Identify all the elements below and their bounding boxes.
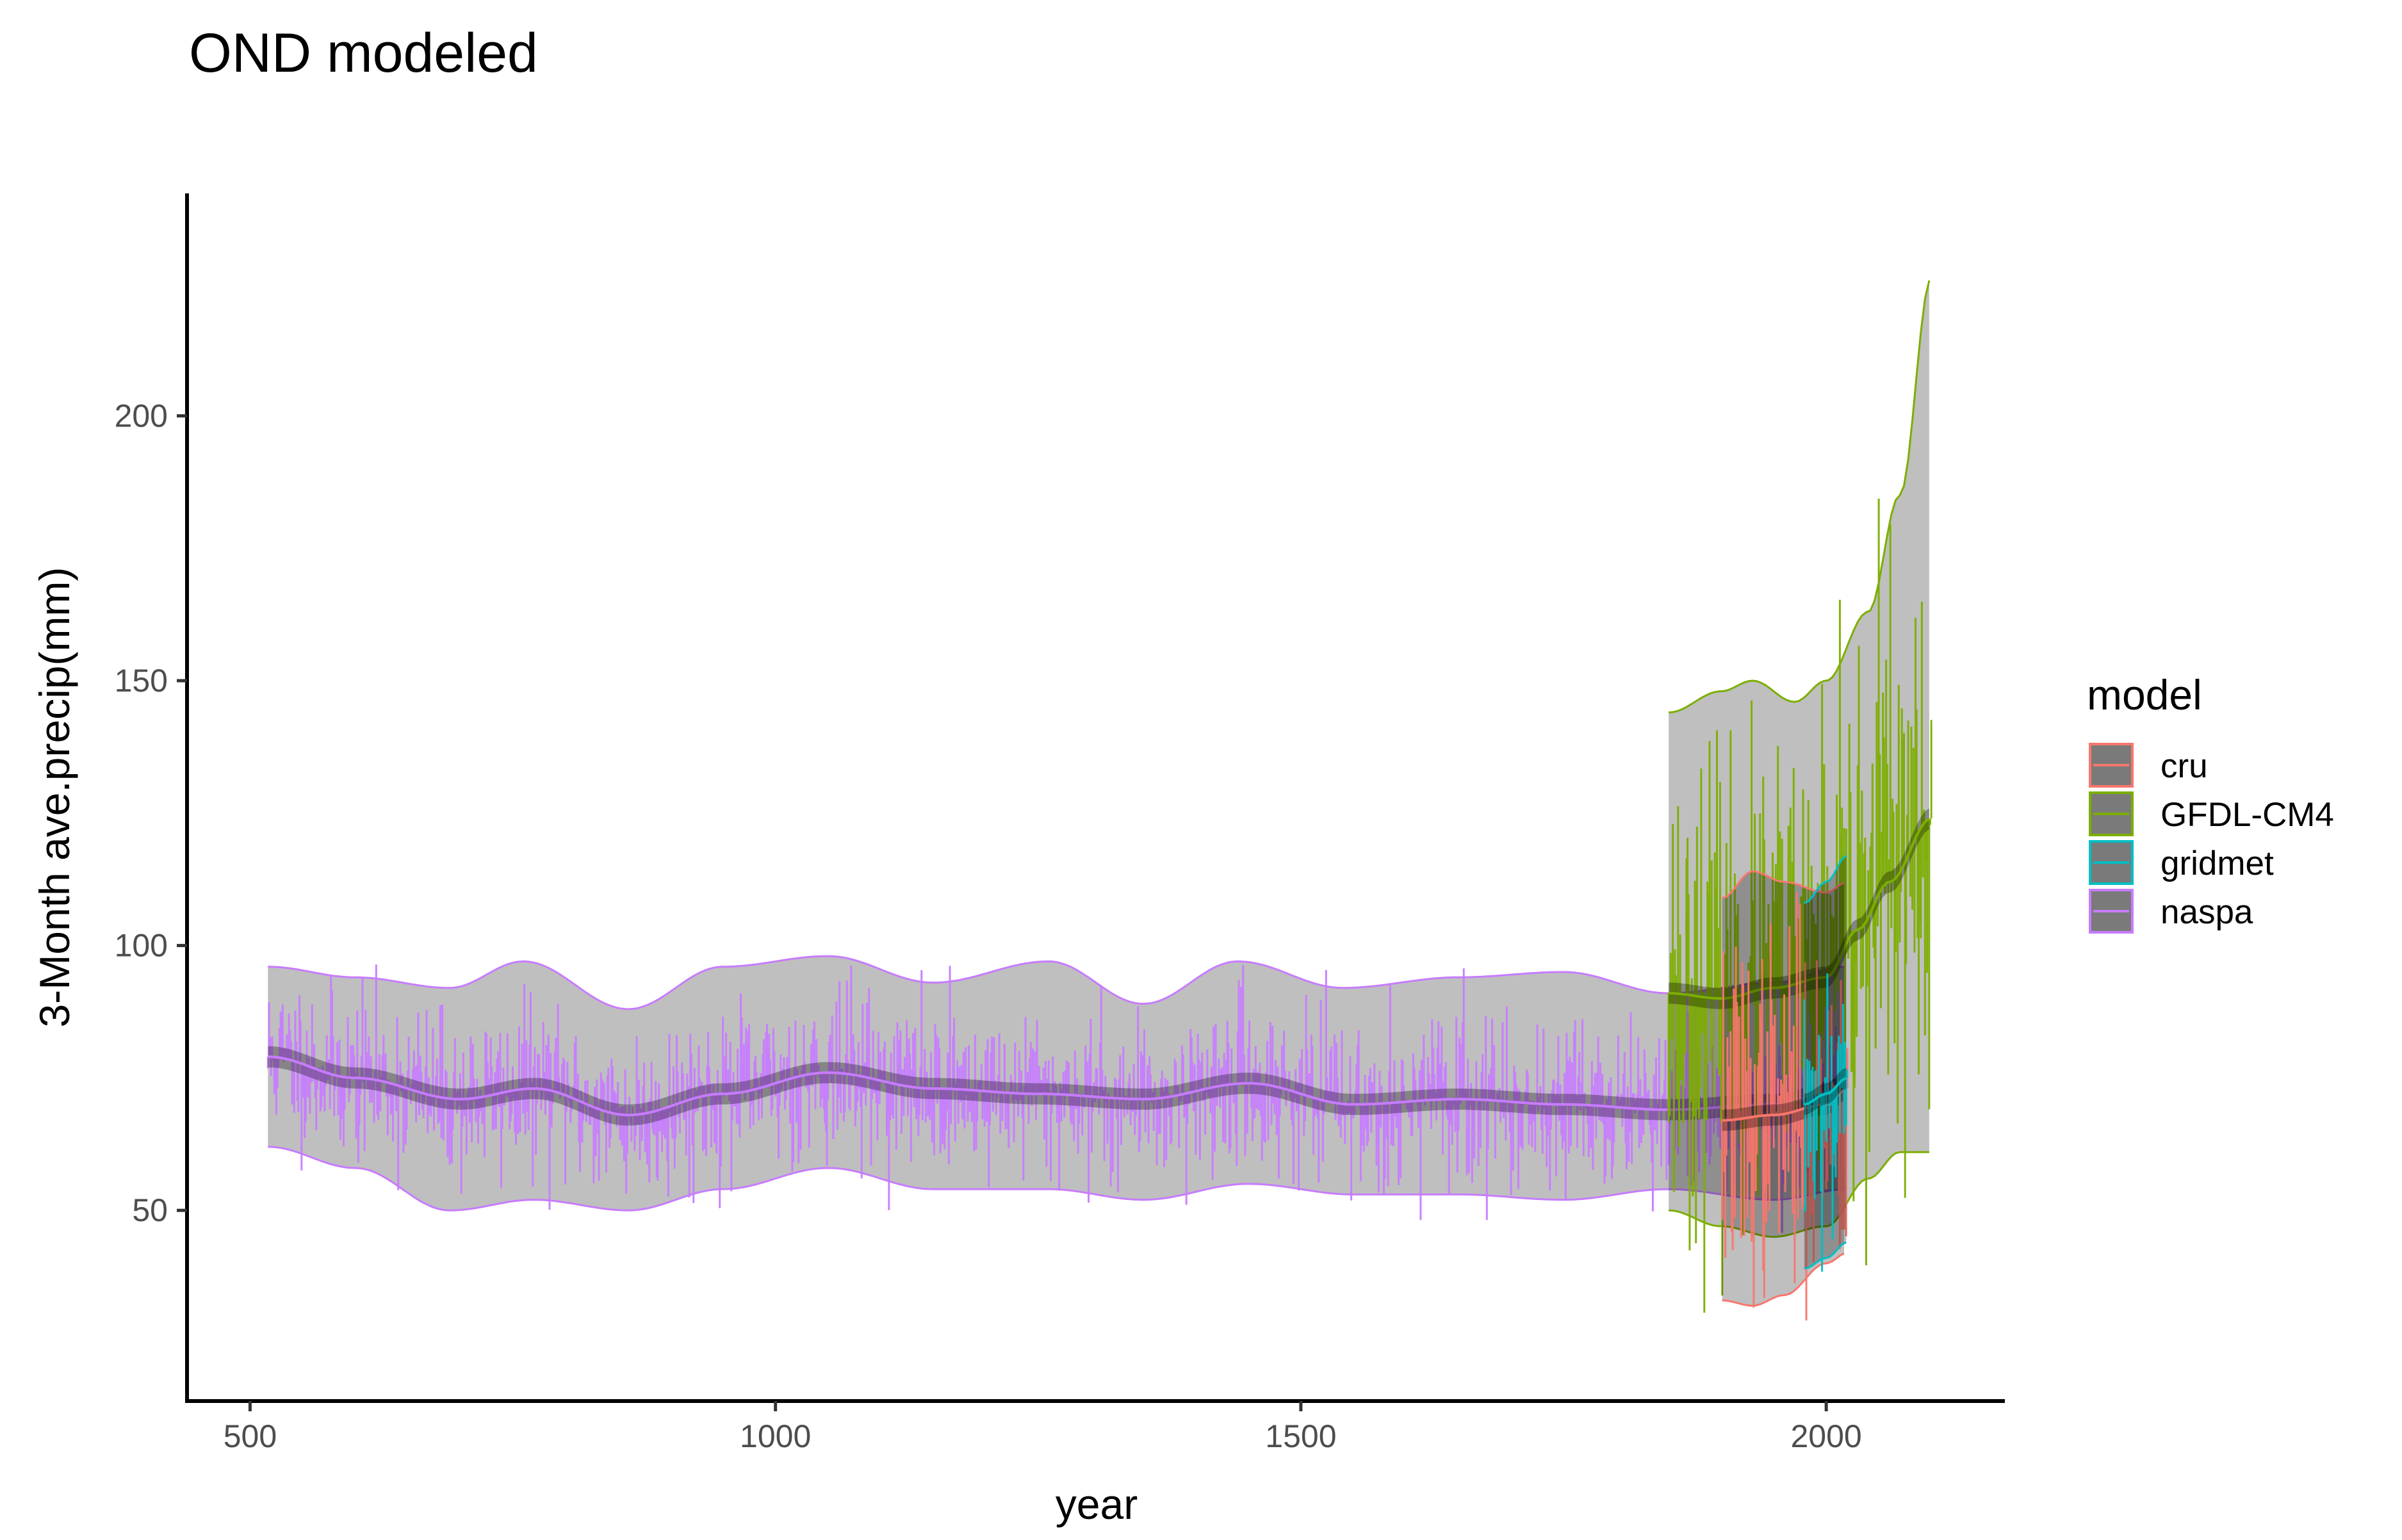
x-tick-label: 1500 [1265,1418,1336,1454]
spikes-gridmet [1803,973,1849,1272]
x-tick-label: 2000 [1791,1418,1862,1454]
trend-ribbon-naspa [268,1046,1844,1126]
trend-gridmet [1804,1076,1847,1106]
trend-ribbon-gfdl-cm4 [1669,808,1929,1009]
x-tick-label: 500 [224,1418,277,1454]
band-lower-cru [1722,1252,1845,1307]
legend-item-cru: cru [2089,743,2208,788]
y-tick-label: 200 [115,398,168,434]
band-lower-gridmet [1804,1241,1847,1270]
legend-label-gfdl-cm4: GFDL-CM4 [2161,796,2334,834]
legend-label-cru: cru [2161,747,2208,785]
spikes-gfdl-cm4 [1667,498,1932,1313]
y-tick-label: 100 [115,928,168,964]
x-axis-title: year [1056,1480,1138,1528]
band-upper-gridmet [1804,855,1847,904]
y-tick-label: 150 [115,663,168,699]
band-upper-cru [1722,870,1845,899]
series-gridmet [1803,855,1849,1272]
legend-item-naspa: naspa [2089,889,2253,934]
band-gridmet [1804,855,1847,1269]
trend-naspa [268,1055,1845,1117]
band-lower-gfdl-cm4 [1669,1151,1929,1238]
y-tick-label: 50 [132,1192,168,1228]
legend-title: model [2087,671,2202,718]
band-lower-naspa [268,1146,1845,1212]
legend: model cru GFDL-CM4 gridmet naspa [2087,671,2334,934]
x-tick-label: 1000 [740,1418,811,1454]
series-naspa [266,914,1849,1233]
axis-ticks: 500 1000 1500 2000 50 100 150 200 [115,398,1862,1454]
plot-area [266,280,1932,1321]
legend-item-gridmet: gridmet [2089,840,2274,885]
band-upper-gfdl-cm4 [1668,280,1931,714]
trend-gfdl-cm4 [1669,818,1931,1000]
band-upper-naspa [268,955,1845,1010]
legend-label-gridmet: gridmet [2161,845,2274,882]
y-axis-title: 3-Month ave.precip(mm) [31,567,78,1028]
trend-ribbon-gridmet [1804,1067,1847,1115]
legend-label-naspa: naspa [2161,893,2253,931]
legend-item-gfdl-cm4: GFDL-CM4 [2089,791,2334,836]
chart-title: OND modeled [189,22,538,84]
series-cru [1721,870,1849,1321]
